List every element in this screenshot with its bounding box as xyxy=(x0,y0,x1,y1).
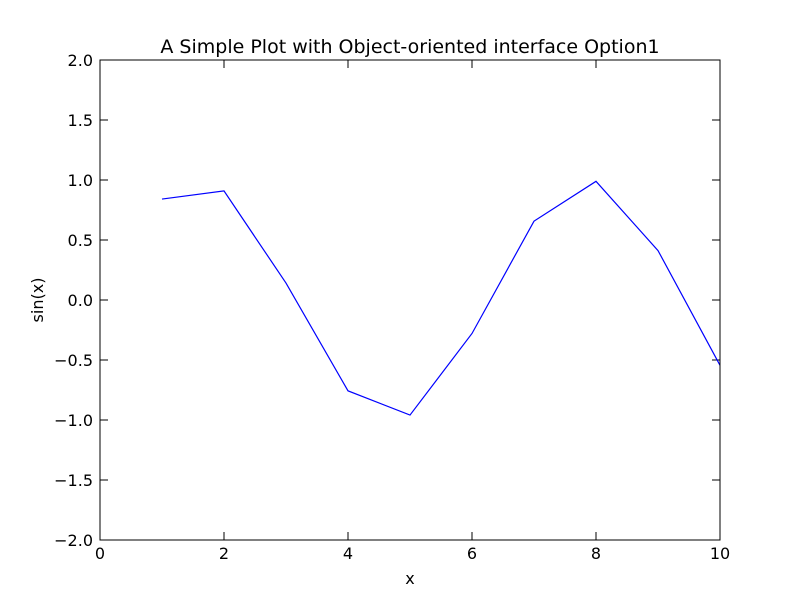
y-tick-label: 2.0 xyxy=(68,51,93,70)
x-tick-label: 6 xyxy=(467,544,477,563)
plot-frame xyxy=(99,59,721,541)
y-tick-label: −2.0 xyxy=(54,531,93,550)
x-tick-label: 8 xyxy=(591,544,601,563)
y-tick-label: −0.5 xyxy=(54,351,93,370)
series-line xyxy=(161,180,721,416)
x-axis-label: x xyxy=(405,569,414,588)
y-tick-label: 1.0 xyxy=(68,171,93,190)
x-tick-label: 10 xyxy=(710,544,730,563)
x-tick-label: 4 xyxy=(343,544,353,563)
chart-title: A Simple Plot with Object-oriented inter… xyxy=(160,36,659,58)
y-tick-label: 0.5 xyxy=(68,231,93,250)
ticks-layer: 0 2 4 6 8 10 −2.0 −1.5 −1.0 −0.5 0.0 0.5 1.0 1.5 2.0 xyxy=(54,51,730,563)
x-tick-label: 0 xyxy=(95,544,105,563)
y-tick-label: −1.0 xyxy=(54,411,93,430)
x-tick-label: 2 xyxy=(219,544,229,563)
series-layer xyxy=(161,180,721,416)
y-tick-label: −1.5 xyxy=(54,471,93,490)
y-axis-label: sin(x) xyxy=(28,278,47,323)
y-tick-label: 1.5 xyxy=(68,111,93,130)
y-tick-label: 0.0 xyxy=(68,291,93,310)
plot-area xyxy=(100,60,720,540)
